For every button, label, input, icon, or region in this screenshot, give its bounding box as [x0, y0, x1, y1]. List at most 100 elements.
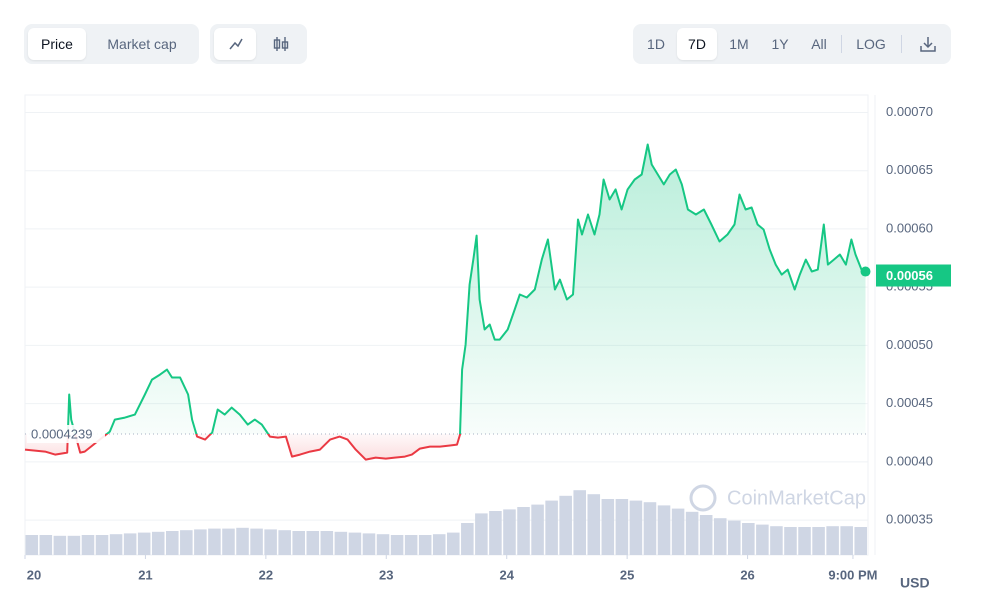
volume-bar [166, 531, 179, 555]
market-cap-button[interactable]: Market cap [107, 36, 177, 52]
candle-icon [273, 37, 289, 51]
volume-bar [728, 520, 741, 555]
volume-bar [109, 534, 123, 555]
candle-chart-button[interactable] [260, 28, 302, 60]
volume-bar [81, 535, 95, 555]
volume-bar [348, 532, 362, 555]
volume-bar [601, 499, 615, 555]
volume-bar [545, 500, 558, 555]
range-toggle: 1D 7D 1M 1Y All LOG [633, 24, 951, 64]
volume-bar [194, 529, 207, 555]
volume-bar [447, 532, 460, 555]
range-button[interactable]: 7D [677, 28, 717, 60]
price-area [25, 144, 866, 460]
volume-bar [432, 534, 446, 555]
price-line [24, 143, 866, 461]
volume-bar [854, 527, 867, 555]
volume-bar [123, 533, 137, 555]
metric-toggle: Price Market cap [24, 24, 199, 64]
volume-bar [840, 526, 853, 555]
volume-bar [713, 518, 727, 555]
volume-bar [699, 515, 713, 555]
volume-bar [770, 526, 783, 555]
volume-bar [784, 527, 797, 555]
volume-bar [503, 509, 516, 555]
y-tick-label: 0.00040 [886, 453, 933, 468]
volume-bar [798, 527, 811, 555]
volume-bar [95, 535, 109, 555]
volume-bar [236, 527, 249, 555]
plot-frame [24, 94, 869, 556]
volume-bar [643, 502, 657, 555]
price-tag [876, 264, 951, 287]
x-tick-label: 25 [620, 567, 634, 582]
volume-bar [25, 535, 39, 555]
volume-bar [151, 531, 165, 555]
volume-bar [334, 531, 348, 555]
watermark-text: CoinMarketCap [727, 487, 866, 509]
x-tick-label: 26 [740, 567, 754, 582]
y-tick-label: 0.00065 [886, 162, 933, 177]
chart-type-toggle [210, 24, 307, 64]
volume-bar [742, 523, 755, 555]
last-point [860, 266, 871, 277]
volume-bar [812, 527, 825, 555]
volume-bar [657, 505, 671, 555]
volume-bar [587, 494, 601, 555]
watermark-logo [689, 484, 717, 512]
volume-bar [531, 504, 544, 555]
x-tick-label: 9:00 PM [828, 567, 877, 582]
price-button[interactable]: Price [28, 28, 86, 60]
volume-bar [67, 535, 81, 555]
line-icon [229, 38, 243, 50]
baseline-label: 0.0004239 [31, 426, 92, 441]
volume-bar [320, 531, 334, 555]
volume-bar [629, 500, 643, 555]
volume-bar [39, 535, 53, 555]
volume-bar [559, 495, 572, 555]
volume-bar [376, 534, 390, 555]
volume-bar [573, 490, 586, 555]
volume-bar [489, 511, 502, 555]
volume-bar [362, 533, 376, 555]
x-tick-label: 21 [138, 567, 152, 582]
range-button[interactable]: 1D [647, 36, 665, 52]
volume-bar [461, 523, 474, 555]
volume-bar [264, 529, 277, 555]
volume-bar [418, 535, 432, 555]
y-tick-label: 0.00035 [886, 512, 933, 527]
download-icon [920, 37, 936, 52]
watermark: CoinMarketCap [689, 484, 866, 512]
y-tick-label: 0.00050 [886, 337, 933, 352]
log-button[interactable]: LOG [856, 36, 886, 52]
volume-bar [222, 528, 235, 555]
line-chart-button[interactable] [214, 28, 256, 60]
x-tick-label: 20 [27, 567, 41, 582]
volume-bar [671, 508, 685, 555]
baseline-label-bg [27, 425, 105, 444]
volume-bar [517, 507, 530, 555]
volume-bar [208, 528, 221, 555]
range-button[interactable]: All [811, 36, 827, 52]
range-button[interactable]: 1Y [771, 36, 789, 52]
divider [841, 35, 842, 53]
y-tick-label: 0.00070 [886, 104, 933, 119]
x-tick-label: 22 [259, 567, 273, 582]
volume-bar [475, 513, 488, 555]
volume-bar [390, 535, 404, 555]
volume-bar [53, 535, 67, 555]
divider [901, 35, 902, 53]
volume-bar [756, 524, 769, 555]
x-tick-label: 24 [499, 567, 514, 582]
volume-bar [137, 532, 151, 555]
y-tick-label: 0.00060 [886, 220, 933, 235]
volume-bar [278, 530, 291, 555]
volume-bar [180, 530, 193, 555]
volume-bar [404, 535, 418, 555]
download-button[interactable] [909, 28, 947, 60]
range-button[interactable]: 1M [729, 36, 749, 52]
volume-bar [685, 511, 699, 555]
volume-bar [250, 528, 263, 555]
